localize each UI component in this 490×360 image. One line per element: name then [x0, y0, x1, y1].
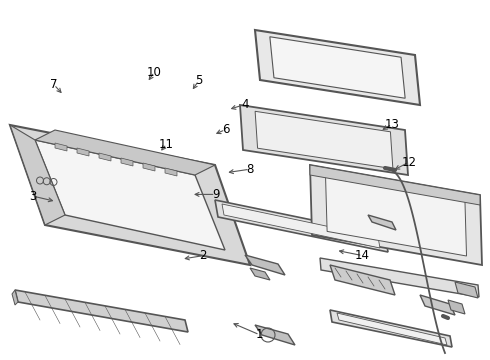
- Polygon shape: [77, 148, 89, 156]
- Text: 7: 7: [50, 78, 58, 91]
- Polygon shape: [240, 105, 408, 175]
- Text: 12: 12: [402, 156, 416, 168]
- Polygon shape: [215, 200, 388, 252]
- Polygon shape: [368, 215, 396, 230]
- Text: 5: 5: [195, 75, 202, 87]
- Text: 14: 14: [355, 249, 370, 262]
- Text: 13: 13: [385, 118, 399, 131]
- Polygon shape: [255, 325, 295, 345]
- Polygon shape: [337, 313, 447, 345]
- Polygon shape: [420, 295, 455, 315]
- Polygon shape: [10, 125, 65, 225]
- Polygon shape: [255, 111, 393, 169]
- Polygon shape: [35, 130, 215, 175]
- Polygon shape: [99, 153, 111, 161]
- Polygon shape: [310, 165, 482, 265]
- Text: 4: 4: [241, 98, 249, 111]
- Polygon shape: [455, 282, 478, 298]
- Polygon shape: [222, 204, 380, 248]
- Text: 1: 1: [256, 328, 264, 341]
- Polygon shape: [12, 290, 18, 305]
- Polygon shape: [320, 258, 479, 297]
- Text: 3: 3: [29, 190, 37, 203]
- Polygon shape: [310, 165, 480, 205]
- Polygon shape: [35, 140, 225, 250]
- Polygon shape: [245, 255, 285, 275]
- Text: 9: 9: [212, 188, 220, 201]
- Text: 8: 8: [246, 163, 254, 176]
- Text: 2: 2: [199, 249, 207, 262]
- Polygon shape: [448, 300, 465, 314]
- Polygon shape: [10, 125, 250, 265]
- Text: 11: 11: [159, 138, 174, 150]
- Text: 6: 6: [221, 123, 229, 136]
- Polygon shape: [330, 310, 452, 347]
- Polygon shape: [55, 143, 67, 151]
- Polygon shape: [325, 174, 466, 256]
- Polygon shape: [143, 163, 155, 171]
- Text: 10: 10: [147, 66, 162, 78]
- Polygon shape: [15, 290, 188, 332]
- Polygon shape: [330, 265, 395, 295]
- Polygon shape: [121, 158, 133, 166]
- Polygon shape: [165, 168, 177, 176]
- Polygon shape: [250, 268, 270, 280]
- Polygon shape: [255, 30, 420, 105]
- Polygon shape: [270, 37, 405, 98]
